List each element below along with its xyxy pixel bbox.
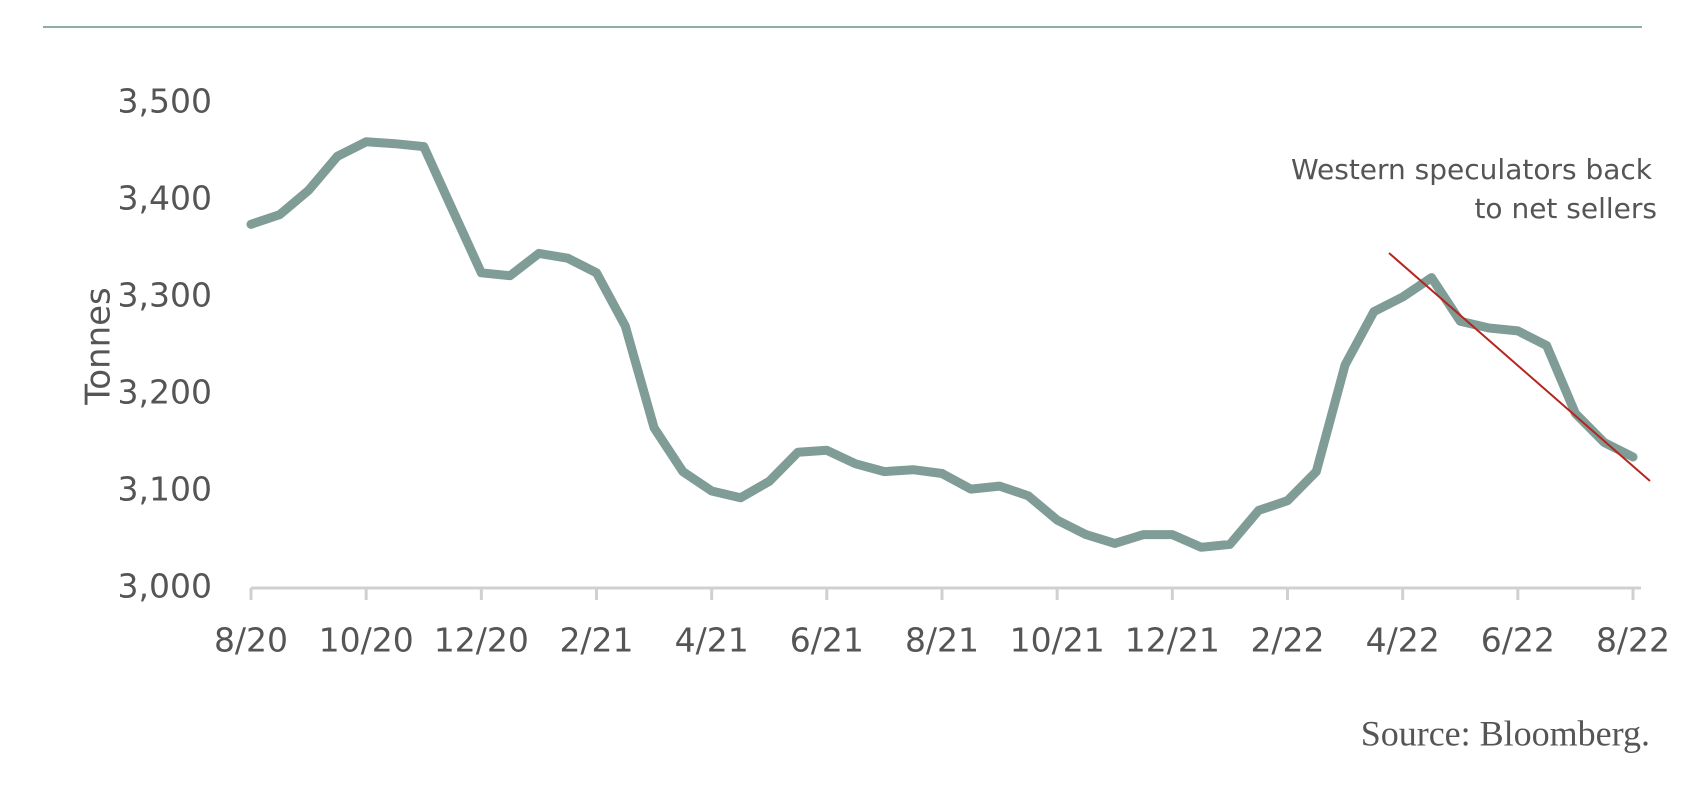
x-tick-label: 4/21 (675, 621, 749, 660)
x-tick-label: 12/21 (1125, 621, 1220, 660)
y-axis-label: Tonnes (79, 287, 119, 406)
y-tick-label: 3,100 (118, 470, 212, 509)
x-tick-label: 4/22 (1366, 621, 1440, 660)
x-tick-label: 6/22 (1481, 621, 1555, 660)
annotation: Western speculators back (1291, 153, 1653, 186)
y-tick-label: 3,000 (118, 567, 212, 606)
x-tick-label: 10/20 (319, 621, 414, 660)
annotation: to net sellers (1474, 192, 1657, 225)
y-tick-label: 3,300 (118, 276, 212, 315)
data-line (246, 137, 1638, 552)
trend-line (1388, 252, 1651, 482)
x-tick-label: 8/21 (905, 621, 979, 660)
y-tick-label: 3,200 (118, 373, 212, 412)
x-tick-label: 2/21 (559, 621, 633, 660)
y-tick-label: 3,500 (118, 82, 212, 121)
x-tick-label: 8/20 (214, 621, 288, 660)
x-tick-label: 8/22 (1596, 621, 1670, 660)
x-tick-label: 6/21 (790, 621, 864, 660)
x-tick-label: 2/22 (1250, 621, 1324, 660)
x-tick-label: 10/21 (1010, 621, 1105, 660)
y-tick-label: 3,400 (118, 179, 212, 218)
source: Source: Bloomberg. (1361, 713, 1650, 753)
x-tick-label: 12/20 (434, 621, 529, 660)
